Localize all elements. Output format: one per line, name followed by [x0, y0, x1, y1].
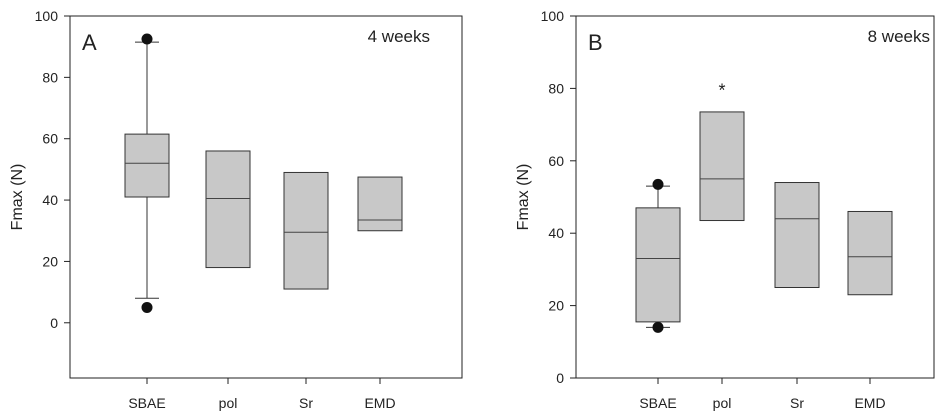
outlier-point [652, 321, 664, 333]
y-tick-label: 60 [42, 131, 58, 147]
plot-frame [575, 15, 935, 379]
y-tick-label: 0 [50, 315, 58, 331]
box-pol [205, 150, 251, 269]
y-axis-label: Fmax (N) [515, 164, 532, 231]
y-tick-label: 80 [42, 69, 58, 85]
y-tick-label: 80 [548, 80, 564, 96]
box-pol [699, 111, 745, 222]
outlier-point [652, 178, 664, 190]
x-tick-label: EMD [364, 395, 395, 411]
x-tick-label: Sr [790, 395, 804, 411]
x-tick-label: Sr [299, 395, 313, 411]
box-sr [283, 171, 329, 290]
panel-title: 8 weeks [868, 27, 930, 46]
y-axis-label: Fmax (N) [9, 164, 26, 231]
outlier-point [141, 301, 153, 313]
y-tick-label: 100 [35, 8, 59, 24]
x-tick-label: pol [219, 395, 238, 411]
box-emd [357, 176, 403, 232]
panel-title: 4 weeks [368, 27, 430, 46]
plot-frame [69, 15, 463, 379]
y-tick-label: 40 [548, 225, 564, 241]
x-tick-label: SBAE [639, 395, 676, 411]
significance-marker: * [718, 80, 725, 100]
panel-a: 0 20 40 60 80 100 SBAE pol Sr EMD Fmax (N) A 4 weeks [9, 8, 463, 411]
y-tick-label: 0 [556, 370, 564, 386]
x-tick-label: EMD [854, 395, 885, 411]
box-sbae [635, 207, 681, 323]
box-sbae [124, 133, 170, 198]
box-sr [774, 182, 820, 289]
y-tick-label: 40 [42, 192, 58, 208]
outlier-point [141, 33, 153, 45]
y-tick-label: 60 [548, 153, 564, 169]
x-tick-label: SBAE [128, 395, 165, 411]
box-emd [847, 210, 893, 296]
panel-letter: A [82, 30, 97, 55]
y-tick-label: 20 [548, 298, 564, 314]
x-tick-label: pol [713, 395, 732, 411]
panel-b: 0 20 40 60 80 100 SBAE pol Sr EMD Fmax (N) B 8 weeks… [515, 8, 935, 411]
panel-letter: B [588, 30, 603, 55]
y-tick-label: 100 [541, 8, 565, 24]
y-tick-label: 20 [42, 253, 58, 269]
